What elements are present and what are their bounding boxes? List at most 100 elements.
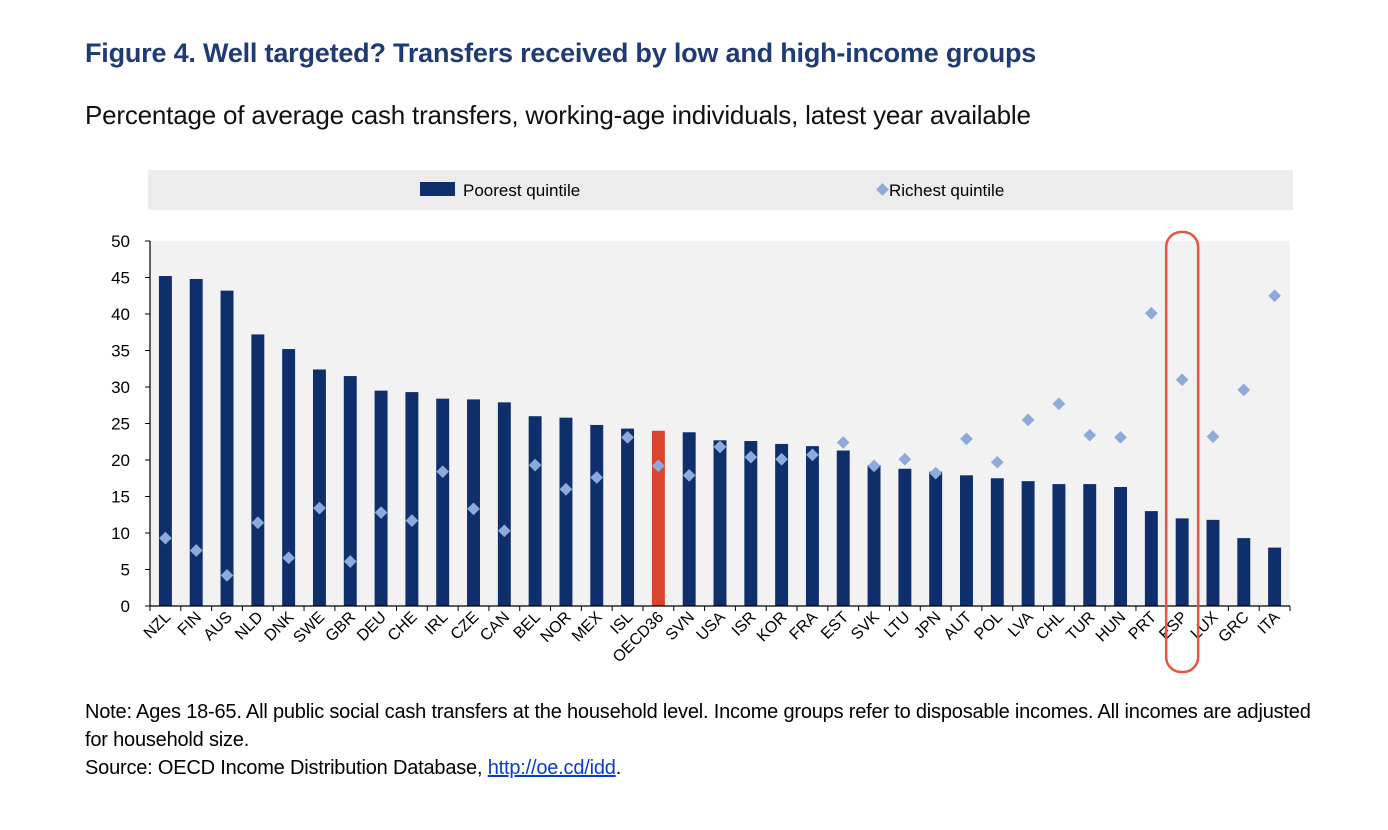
bar-poorest-esp xyxy=(1175,518,1189,606)
bar-poorest-nld xyxy=(251,334,265,606)
legend-label-poorest: Poorest quintile xyxy=(463,181,580,200)
x-tick-label-svn: SVN xyxy=(663,609,698,644)
bar-poorest-lux xyxy=(1206,519,1220,606)
x-tick-label-aut: AUT xyxy=(941,609,976,644)
legend-label-richest: Richest quintile xyxy=(889,181,1004,200)
bar-poorest-aut xyxy=(960,475,973,606)
bar-poorest-swe xyxy=(312,369,326,606)
x-tick-label-lux: LUX xyxy=(1188,609,1222,643)
transfers-chart: Poorest quintile Richest quintile 0 5 10 15… xyxy=(111,170,1293,674)
x-tick-label-nor: NOR xyxy=(538,609,575,646)
bar-poorest-isl xyxy=(621,428,635,606)
marker-richest-swe xyxy=(313,501,326,515)
x-tick-label-hun: HUN xyxy=(1093,609,1130,646)
bar-poorest-che xyxy=(405,392,419,606)
x-tick-label-kor: KOR xyxy=(754,609,791,646)
y-tick-label: 20 xyxy=(111,451,130,470)
x-tick-label-nld: NLD xyxy=(232,609,267,644)
bar-poorest-chl xyxy=(1052,484,1066,606)
x-tick-label-dnk: DNK xyxy=(262,609,298,645)
note-text: Note: Ages 18-65. All public social cash… xyxy=(85,701,1311,751)
bar-poorest-nzl xyxy=(158,276,172,606)
bar-poorest-isr xyxy=(744,441,758,606)
bar-poorest-grc xyxy=(1237,538,1251,606)
marker-richest-lva xyxy=(1021,413,1035,427)
bar-poorest-deu xyxy=(374,390,388,606)
x-tick-label-est: EST xyxy=(818,609,852,643)
figure-subtitle: Percentage of average cash transfers, wo… xyxy=(85,100,1031,130)
y-tick-label: 30 xyxy=(111,378,130,397)
bar-poorest-est xyxy=(836,450,850,606)
bar-poorest-oecd36 xyxy=(651,430,665,606)
x-tick-label-grc: GRC xyxy=(1215,609,1252,646)
legend-box xyxy=(148,170,1293,210)
y-tick-label: 50 xyxy=(111,232,130,251)
bar-poorest-svn xyxy=(682,432,696,606)
bar-poorest-hun xyxy=(1114,487,1128,606)
bar-poorest-lva xyxy=(1021,481,1035,606)
x-tick-label-svk: SVK xyxy=(848,609,883,644)
y-tick-label: 10 xyxy=(111,524,130,543)
x-tick-label-gbr: GBR xyxy=(323,609,360,646)
x-tick-label-usa: USA xyxy=(694,609,730,645)
bar-poorest-nor xyxy=(559,417,573,606)
x-tick-label-swe: SWE xyxy=(290,609,328,647)
bar-poorest-fin xyxy=(189,278,203,606)
y-tick-label: 40 xyxy=(111,305,130,324)
x-tick-label-prt: PRT xyxy=(1126,609,1161,644)
x-tick-label-pol: POL xyxy=(971,609,1006,644)
x-tick-label-ltu: LTU xyxy=(881,609,914,642)
bar-poorest-jpn xyxy=(929,471,943,606)
source-prefix: Source: OECD Income Distribution Databas… xyxy=(85,757,488,779)
bar-poorest-can xyxy=(497,402,511,606)
bar-poorest-svk xyxy=(867,465,881,606)
bar-poorest-ltu xyxy=(898,468,912,606)
bar-poorest-tur xyxy=(1083,484,1097,606)
bar-poorest-usa xyxy=(713,440,727,606)
source-suffix: . xyxy=(615,757,622,779)
x-tick-label-chl: CHL xyxy=(1033,609,1068,644)
bar-poorest-ita xyxy=(1268,547,1282,606)
x-tick-label-irl: IRL xyxy=(422,609,452,639)
source-link[interactable]: http://oe.cd/idd xyxy=(487,757,616,779)
bar-poorest-aus xyxy=(220,290,234,606)
bar-poorest-irl xyxy=(436,398,450,606)
x-tick-label-fra: FRA xyxy=(787,609,822,644)
marker-richest-cze xyxy=(467,502,480,516)
bar-poorest-dnk xyxy=(282,349,296,606)
x-tick-label-mex: MEX xyxy=(569,609,606,646)
bar-poorest-kor xyxy=(775,443,789,606)
x-tick-label-aus: AUS xyxy=(201,609,236,644)
bar-poorest-pol xyxy=(990,478,1004,606)
bar-poorest-fra xyxy=(805,446,819,606)
y-tick-label: 45 xyxy=(111,269,130,288)
x-tick-label-jpn: JPN xyxy=(911,609,944,642)
bar-poorest-prt xyxy=(1144,511,1158,606)
esp-highlight-outline xyxy=(1164,230,1200,674)
x-tick-label-cze: CZE xyxy=(448,609,483,644)
marker-richest-irl xyxy=(436,465,450,479)
source-line: Source: OECD Income Distribution Databas… xyxy=(85,754,1335,782)
legend-bar-swatch xyxy=(420,182,455,196)
y-tick-label: 15 xyxy=(111,488,130,507)
bar-poorest-gbr xyxy=(343,376,357,606)
figure-title: Figure 4. Well targeted? Transfers recei… xyxy=(85,38,1037,68)
x-tick-label-fin: FIN xyxy=(175,609,205,639)
y-tick-label: 0 xyxy=(121,597,130,616)
bar-poorest-mex xyxy=(590,424,604,606)
y-tick-label: 25 xyxy=(111,415,130,434)
x-tick-label-esp: ESP xyxy=(1156,609,1191,644)
x-tick-label-tur: TUR xyxy=(1063,609,1098,644)
y-tick-label: 5 xyxy=(121,561,130,580)
x-tick-label-can: CAN xyxy=(477,609,513,645)
y-tick-label: 35 xyxy=(111,342,130,361)
x-tick-label-bel: BEL xyxy=(511,609,544,642)
x-tick-label-deu: DEU xyxy=(354,609,390,645)
x-tick-label-che: CHE xyxy=(385,609,421,645)
x-tick-label-lva: LVA xyxy=(1005,609,1037,641)
x-tick-label-nzl: NZL xyxy=(141,609,174,642)
marker-richest-nld xyxy=(251,516,265,530)
bar-poorest-bel xyxy=(528,416,542,606)
x-tick-label-ita: ITA xyxy=(1255,609,1284,638)
chart-note: Note: Ages 18-65. All public social cash… xyxy=(85,698,1335,782)
